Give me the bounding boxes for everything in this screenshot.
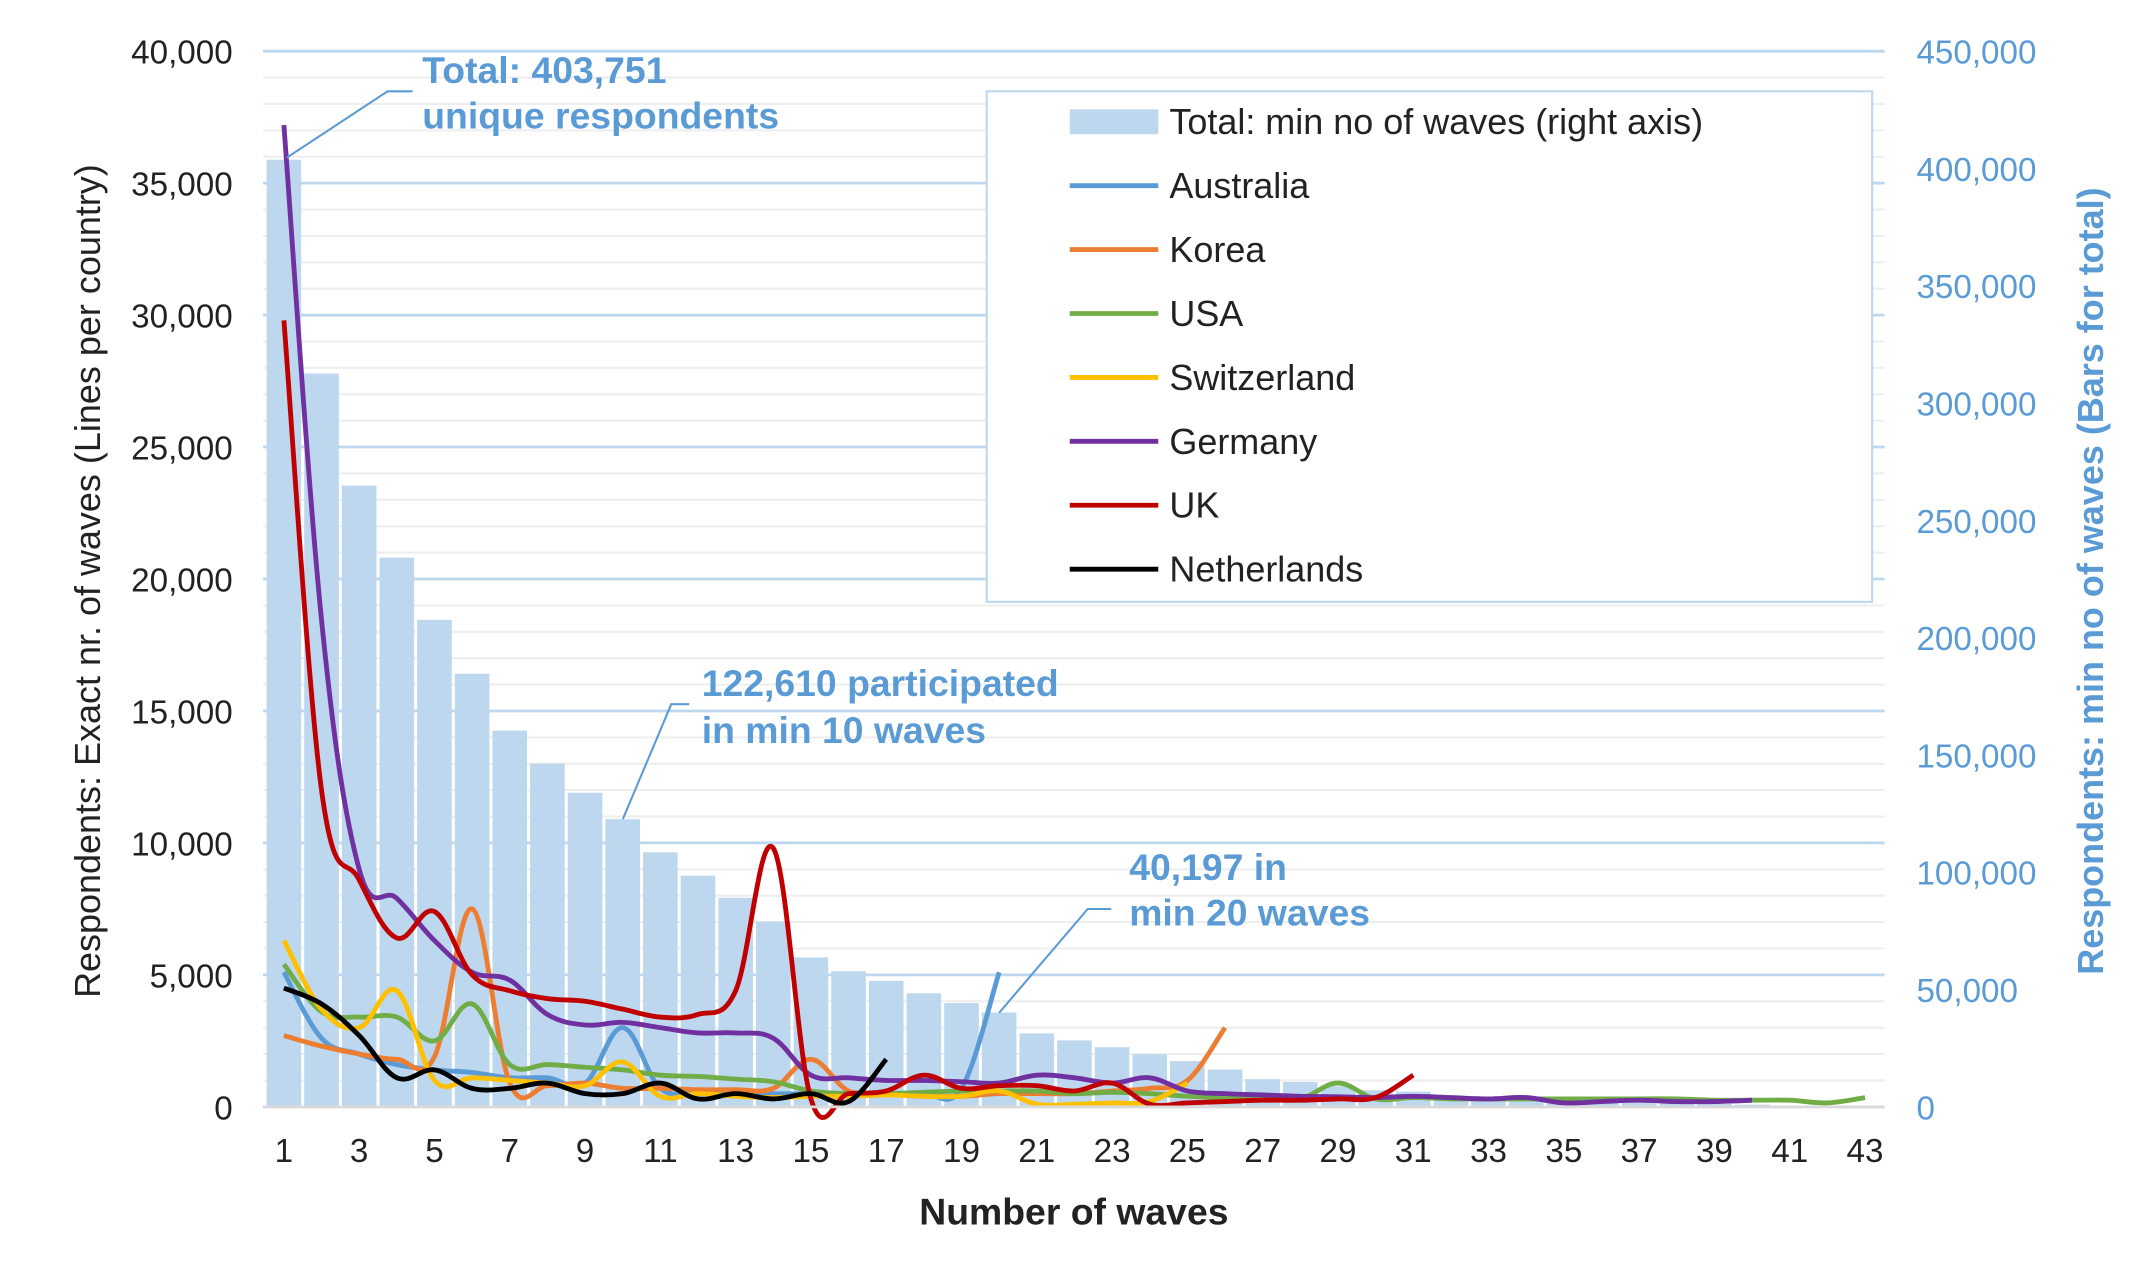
- annotation-leader-total: [286, 90, 413, 159]
- bar: [1697, 1104, 1732, 1107]
- x-tick-label: 23: [1094, 1133, 1131, 1170]
- y2-tick-label: 50,000: [1916, 973, 2018, 1010]
- y-tick-label: 15,000: [131, 694, 233, 731]
- y-tick-label: 20,000: [131, 562, 233, 599]
- legend: Total: min no of waves (right axis) Austr…: [985, 90, 1874, 603]
- bar: [1057, 1040, 1092, 1107]
- annotation-20-line2: min 20 waves: [1129, 892, 1370, 934]
- x-tick-label: 7: [501, 1133, 519, 1170]
- annotation-leader-20: [998, 907, 1112, 1014]
- y-tick-label: 25,000: [131, 431, 233, 468]
- annotation-10-line1: 122,610 participated: [702, 662, 1059, 704]
- x-tick-label: 31: [1395, 1133, 1432, 1170]
- axes: 0 5,000 10,000 15,000 20,000 25,000 30,000 35,0…: [131, 35, 2036, 1171]
- y2-tick-label: 200,000: [1916, 621, 2036, 658]
- y2-tick-label: 350,000: [1916, 269, 2036, 306]
- legend-label: UK: [1169, 485, 1219, 526]
- y2-tick-label: 150,000: [1916, 738, 2036, 775]
- legend-label: Total: min no of waves (right axis): [1169, 101, 1703, 142]
- line-series-usa: [281, 962, 1866, 1106]
- y-tick-label: 5,000: [150, 958, 233, 995]
- annotation-20-line1: 40,197 in: [1129, 846, 1287, 888]
- x-tick-label: 27: [1244, 1133, 1281, 1170]
- y-tick-label: 35,000: [131, 167, 233, 204]
- y2-tick-label: 250,000: [1916, 504, 2036, 541]
- bar: [831, 971, 866, 1107]
- legend-label: Switzerland: [1169, 357, 1355, 398]
- bar: [1584, 1101, 1619, 1107]
- bar: [1433, 1096, 1469, 1107]
- x-tick-label: 15: [792, 1133, 829, 1170]
- y2-tick-label: 300,000: [1916, 387, 2036, 424]
- x-tick-label: 17: [868, 1133, 905, 1170]
- legend-label: Germany: [1169, 421, 1317, 462]
- annotation-total-line1: Total: 403,751: [422, 49, 666, 91]
- y2-tick-label: 400,000: [1916, 152, 2036, 189]
- x-tick-label: 1: [275, 1133, 293, 1170]
- bar: [680, 875, 716, 1107]
- bar: [1471, 1097, 1506, 1107]
- x-tick-label: 3: [350, 1133, 368, 1170]
- x-tick-label: 43: [1847, 1133, 1884, 1170]
- x-tick-label: 39: [1696, 1133, 1733, 1170]
- bar: [567, 792, 603, 1107]
- y2-tick-label: 100,000: [1916, 856, 2036, 893]
- x-tick-label: 29: [1320, 1133, 1357, 1170]
- bar: [1621, 1102, 1657, 1107]
- y-tick-label: 10,000: [131, 826, 233, 863]
- bar: [906, 993, 942, 1107]
- bar: [417, 619, 452, 1107]
- annotation-total-line2: unique respondents: [422, 95, 779, 137]
- annotation-leader-10: [621, 703, 690, 820]
- line-series-uk: [281, 320, 1415, 1120]
- x-tick-label: 33: [1470, 1133, 1507, 1170]
- bar: [755, 921, 791, 1107]
- y-axis-label: Respondents: Exact nr. of waves (Lines p…: [67, 164, 108, 998]
- line-series-germany: [281, 124, 1753, 1106]
- bar: [1508, 1099, 1544, 1107]
- x-tick-label: 13: [717, 1133, 754, 1170]
- x-tick-label: 37: [1621, 1133, 1658, 1170]
- bar: [605, 819, 640, 1107]
- bar: [643, 852, 678, 1107]
- legend-label: Netherlands: [1169, 549, 1363, 590]
- y-tick-label: 40,000: [131, 35, 233, 72]
- legend-label: Australia: [1169, 165, 1309, 206]
- y2-tick-label: 0: [1916, 1090, 1934, 1127]
- bar: [454, 673, 490, 1107]
- lines: [281, 124, 1866, 1120]
- bar: [530, 763, 565, 1107]
- x-axis-label: Number of waves: [919, 1190, 1228, 1232]
- legend-label: Korea: [1169, 229, 1265, 270]
- bar: [1659, 1103, 1695, 1107]
- y2-tick-label: 450,000: [1916, 35, 2036, 72]
- bar: [1094, 1047, 1130, 1107]
- x-tick-label: 5: [425, 1133, 443, 1170]
- x-tick-label: 19: [943, 1133, 980, 1170]
- y-tick-label: 0: [214, 1090, 232, 1127]
- line-series-netherlands: [282, 985, 889, 1106]
- x-tick-label: 11: [643, 1133, 677, 1170]
- x-tick-label: 25: [1169, 1133, 1206, 1170]
- annotation-10-line2: in min 10 waves: [702, 709, 986, 751]
- bar: [341, 485, 377, 1107]
- y2-axis-label: Respondents: min no of waves (Bars for t…: [2070, 187, 2111, 974]
- annotations: Total: 403,751 unique respondents 122,61…: [286, 49, 1370, 1014]
- y-tick-label: 30,000: [131, 299, 233, 336]
- legend-label: USA: [1169, 293, 1243, 334]
- x-tick-label: 9: [576, 1133, 594, 1170]
- x-tick-label: 35: [1545, 1133, 1582, 1170]
- x-tick-label: 41: [1771, 1133, 1808, 1170]
- x-tick-label: 21: [1018, 1133, 1055, 1170]
- legend-swatch-bar: [1069, 109, 1159, 135]
